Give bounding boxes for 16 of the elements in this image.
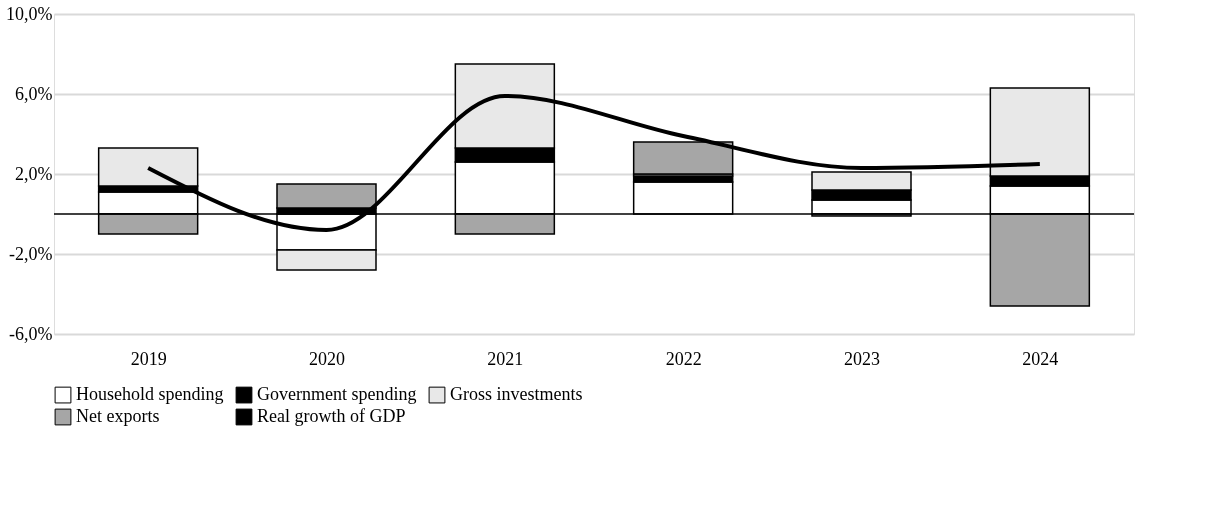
x-tick-label: 2020 [309, 348, 345, 369]
y-tick-label: 10,0% [6, 3, 53, 24]
x-tick-label: 2022 [665, 348, 702, 369]
legend-label: Gross investments [450, 384, 583, 405]
x-tick-label: 2019 [130, 348, 167, 369]
x-tick-label: 2023 [844, 348, 880, 369]
x-tick-label: 2021 [487, 348, 524, 369]
legend-label: Government spending [257, 384, 417, 405]
y-tick-label: 2,0% [15, 163, 53, 184]
y-tick-label: -2,0% [9, 243, 53, 264]
x-tick-label: 2024 [1022, 348, 1059, 369]
y-tick-label: -6,0% [9, 323, 53, 344]
legend-label: Household spending [76, 384, 224, 405]
legend-label: Net exports [76, 406, 160, 426]
legend-label: Real growth of GDP [257, 406, 406, 426]
y-tick-label: 6,0% [15, 83, 53, 104]
